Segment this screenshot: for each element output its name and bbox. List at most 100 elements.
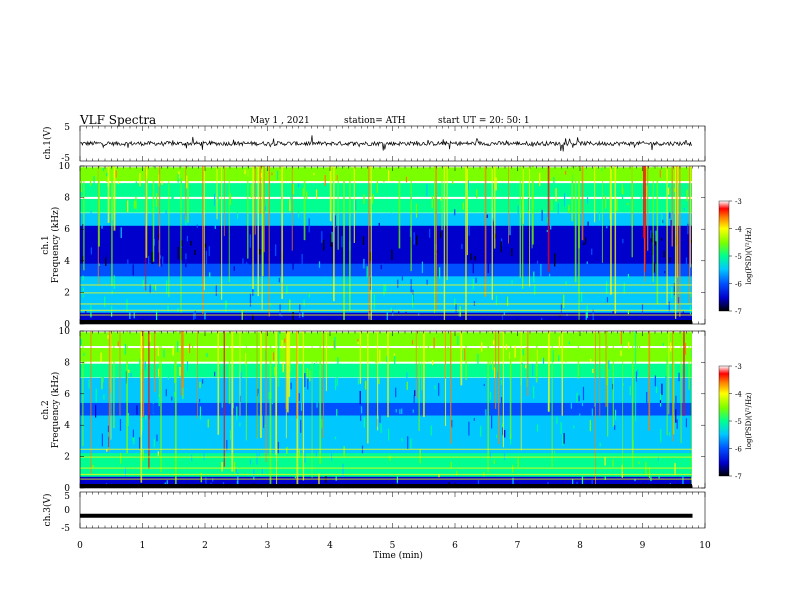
spectrogram-speckle: [167, 305, 169, 312]
spectrogram-speckle: [83, 356, 85, 365]
spectrogram-speckle: [124, 466, 127, 477]
spectrogram-speckle: [144, 361, 146, 370]
spectrogram-sferic: [82, 331, 84, 447]
spectrogram-speckle: [301, 253, 303, 268]
spectrogram-speckle: [199, 406, 202, 420]
spectrogram-band: [80, 276, 692, 291]
spectrogram-speckle: [653, 262, 655, 273]
spectrogram-speckle: [546, 216, 549, 224]
spectrogram-sferic: [119, 331, 121, 416]
spectrogram-speckle: [225, 471, 228, 476]
spectrogram-speckle: [602, 232, 604, 241]
spectrogram-speckle: [119, 419, 122, 431]
spectrogram-speckle: [380, 423, 382, 433]
spectrogram-speckle: [292, 260, 294, 270]
spectrogram-speckle: [213, 193, 216, 206]
spectrogram-sferic: [221, 166, 223, 300]
spectrogram-speckle: [687, 223, 689, 235]
spectrogram-sferic: [181, 331, 183, 396]
spectrogram-sferic: [529, 166, 531, 287]
spectrogram-speckle: [558, 336, 561, 349]
spectrogram-speckle: [205, 250, 207, 265]
spectrogram-speckle: [426, 184, 428, 197]
spectrogram-speckle: [186, 477, 188, 488]
spectrogram-speckle: [590, 358, 592, 362]
spectrogram-sferic: [574, 166, 577, 283]
spectrogram-speckle: [457, 336, 459, 345]
spectrogram-speckle: [584, 298, 587, 313]
spectrogram-sferic: [674, 166, 677, 319]
spectrogram-sferic: [666, 331, 668, 436]
spectrogram-speckle: [470, 442, 472, 454]
spectrogram-speckle: [229, 193, 231, 205]
spectrogram-speckle: [409, 227, 411, 237]
spectrogram-speckle: [249, 234, 251, 248]
spectrogram-speckle: [474, 255, 476, 261]
spectrogram-sferic: [398, 166, 401, 249]
spectrogram-sferic: [634, 331, 637, 422]
spectrogram-speckle: [591, 294, 593, 298]
spectrogram-speckle: [667, 187, 670, 195]
spectrogram-speckle: [241, 426, 243, 430]
spectrogram-speckle: [675, 395, 677, 408]
spectrogram-speckle: [486, 214, 488, 218]
spectrogram-speckle: [477, 353, 479, 367]
spectrogram-speckle: [493, 459, 495, 464]
spectrogram-speckle: [501, 423, 504, 428]
spectrogram-speckle: [177, 341, 179, 352]
spectrogram-speckle: [493, 340, 495, 345]
colorbar-tick-label: -7: [735, 473, 742, 481]
spectrogram-sferic: [353, 166, 355, 244]
spectrogram-speckle: [372, 439, 374, 442]
spectrogram-speckle: [533, 271, 535, 283]
spectrogram-sferic: [672, 331, 675, 435]
ch1-colorbar: -3 -4 -5 -6 -7 log(PSD)(V²/Hz): [718, 198, 753, 316]
spectrogram-speckle: [627, 273, 629, 278]
spectrogram-speckle: [439, 283, 441, 298]
spectrogram-speckle: [379, 229, 381, 242]
spectrogram-sferic: [247, 166, 249, 259]
spectrogram-speckle: [95, 404, 97, 418]
spectrogram-speckle: [494, 233, 497, 239]
spectrogram-speckle: [379, 408, 381, 423]
spectrogram-speckle: [576, 247, 578, 254]
spectrogram-speckle: [339, 385, 341, 397]
spectrogram-speckle: [585, 237, 587, 244]
spectrogram-sferic: [450, 331, 452, 444]
spectrogram-speckle: [576, 203, 579, 207]
spectrogram-speckle: [97, 428, 99, 435]
spectrogram-speckle: [606, 226, 608, 229]
spectrogram-speckle: [389, 183, 391, 192]
spectrogram-speckle: [114, 406, 116, 411]
spectrogram-speckle: [592, 309, 594, 323]
spectrogram-band: [80, 213, 692, 227]
spectrogram-sferic: [158, 331, 160, 397]
spectrogram-speckle: [475, 277, 477, 283]
spectrogram-speckle: [167, 371, 169, 381]
spectrogram-speckle: [399, 409, 401, 415]
spectrogram-sferic: [325, 331, 327, 392]
spectrogram-speckle: [468, 421, 470, 436]
spectrogram-speckle: [669, 212, 671, 219]
ch2-spectrogram-image: [80, 331, 692, 488]
spectrogram-speckle: [249, 293, 252, 307]
frequency-tick-label: 4: [64, 257, 70, 267]
spectrogram-speckle: [661, 214, 663, 226]
spectrogram-speckle: [249, 459, 252, 465]
spectrogram-speckle: [489, 391, 492, 400]
spectrogram-speckle: [105, 246, 107, 258]
spectrogram-speckle: [263, 414, 265, 428]
spectrogram-speckle: [106, 174, 108, 183]
spectrogram-speckle: [684, 343, 687, 355]
spectrogram-speckle: [149, 334, 151, 342]
spectrogram-speckle: [433, 337, 435, 349]
spectrogram-speckle: [153, 439, 155, 448]
spectrogram-speckle: [436, 352, 438, 356]
spectrogram-sferic: [256, 331, 258, 439]
spectrogram-speckle: [675, 409, 677, 423]
spectrogram-speckle: [215, 284, 217, 296]
spectrogram-speckle: [88, 379, 90, 389]
spectrogram-speckle: [648, 467, 651, 478]
spectrogram-speckle: [107, 425, 110, 433]
spectrogram-speckle: [627, 310, 630, 315]
